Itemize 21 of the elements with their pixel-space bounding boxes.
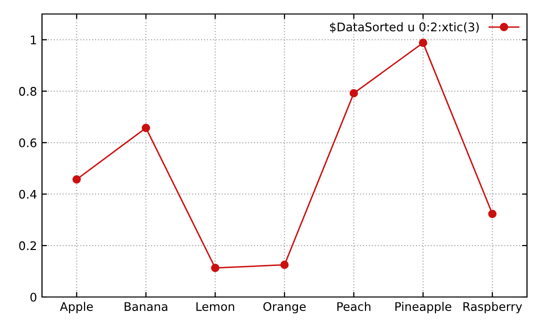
point: [418, 38, 428, 47]
x-tick-label: Peach: [337, 302, 370, 311]
y-tick-label: 0.6: [19, 138, 36, 148]
y-tick-label: 0: [30, 292, 36, 302]
point: [211, 264, 220, 272]
legend-label: $DataSorted u 0:2:xtic(3): [330, 22, 479, 33]
point: [72, 175, 81, 184]
x-tick-label: Orange: [263, 302, 306, 314]
y-tick-label: 0.8: [19, 86, 36, 96]
point: [142, 124, 150, 132]
x-tick-label: Lemon: [196, 302, 234, 311]
x-tick-label: Apple: [60, 302, 93, 314]
point: [350, 89, 358, 98]
x-tick-label: Raspberry: [463, 302, 522, 314]
x-tick-label: Pineapple: [395, 302, 452, 314]
x-tick-label: Banana: [124, 302, 168, 311]
point: [488, 210, 497, 218]
point: [280, 260, 289, 270]
y-tick-label: 0.4: [19, 190, 36, 199]
y-tick-label: 0.2: [19, 241, 36, 250]
y-tick-label: 1: [30, 36, 36, 44]
